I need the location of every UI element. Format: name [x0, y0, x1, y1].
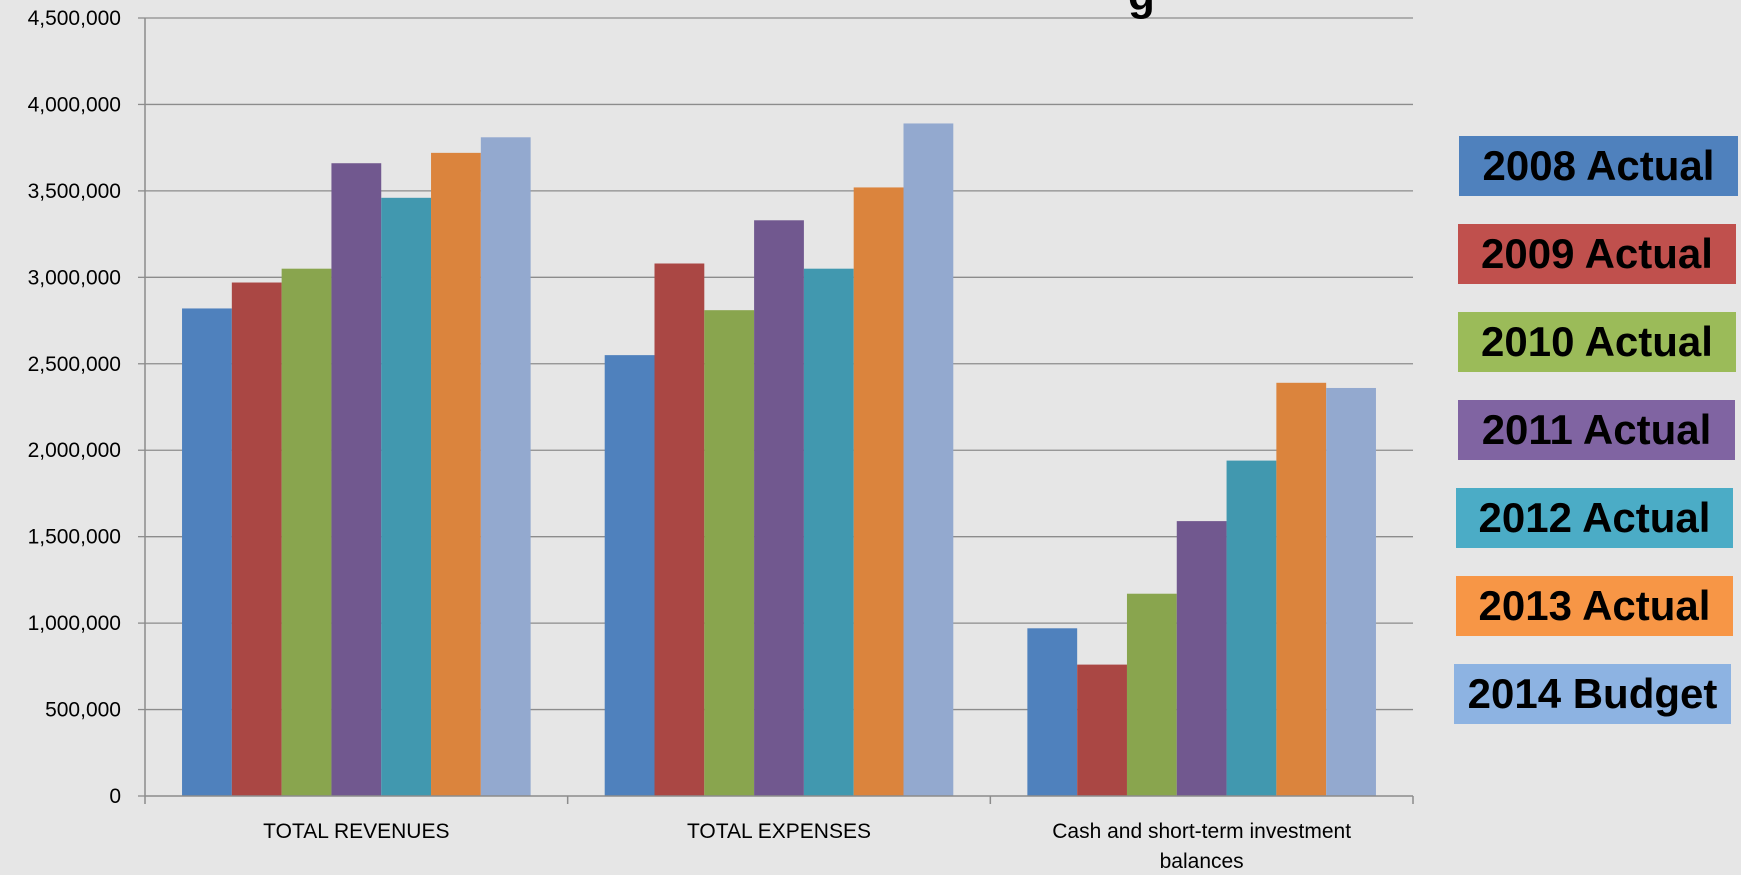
y-tick-label: 2,000,000	[28, 439, 121, 462]
bar	[331, 163, 382, 796]
x-tick-label: TOTAL REVENUES	[263, 820, 449, 843]
bar	[1176, 521, 1227, 796]
bar	[704, 310, 755, 796]
legend-item: 2010 Actual	[1458, 312, 1736, 372]
legend-item: 2014 Budget	[1454, 664, 1731, 724]
chart-title: g	[1128, 0, 1155, 20]
y-tick-label: 4,000,000	[28, 93, 121, 116]
bar	[1126, 593, 1177, 796]
bar	[803, 268, 854, 796]
y-tick-labels: 0 500,000 1,000,000 1,500,000 2,000,000 2,500…	[28, 7, 121, 808]
legend-item: 2013 Actual	[1456, 576, 1733, 636]
x-tick-label: TOTAL EXPENSES	[687, 820, 871, 843]
y-tick-label: 2,500,000	[28, 353, 121, 376]
legend-item: 2008 Actual	[1459, 136, 1738, 196]
y-tick-label: 500,000	[45, 699, 121, 722]
legend-item: 2011 Actual	[1458, 400, 1735, 460]
y-tick-label: 1,000,000	[28, 612, 121, 635]
bar	[1027, 628, 1078, 796]
bar	[1276, 382, 1327, 796]
y-tick-label: 4,500,000	[28, 7, 121, 30]
x-tick-label: Cash and short-term investment balances	[1052, 820, 1351, 873]
bar	[231, 282, 282, 796]
bar	[480, 137, 531, 796]
y-tick-label: 1,500,000	[28, 526, 121, 549]
bar	[754, 220, 804, 796]
bars	[182, 123, 1376, 797]
legend-item: 2012 Actual	[1456, 488, 1733, 548]
bar	[1226, 460, 1277, 796]
bar	[604, 355, 655, 796]
bar	[654, 263, 705, 797]
bar	[381, 197, 432, 796]
axes	[138, 17, 1414, 804]
bar	[1326, 387, 1376, 796]
bar	[281, 268, 332, 796]
bar	[431, 152, 481, 796]
legend-item: 2009 Actual	[1458, 224, 1736, 284]
y-tick-label: 3,500,000	[28, 180, 121, 203]
y-tick-label: 3,000,000	[28, 266, 121, 289]
bar	[182, 308, 232, 796]
x-tick-labels: TOTAL REVENUES TOTAL EXPENSES Cash and sho…	[263, 820, 1351, 873]
bar	[903, 123, 954, 796]
bar	[853, 187, 904, 797]
y-tick-label: 0	[109, 785, 121, 808]
bar	[1077, 664, 1127, 796]
